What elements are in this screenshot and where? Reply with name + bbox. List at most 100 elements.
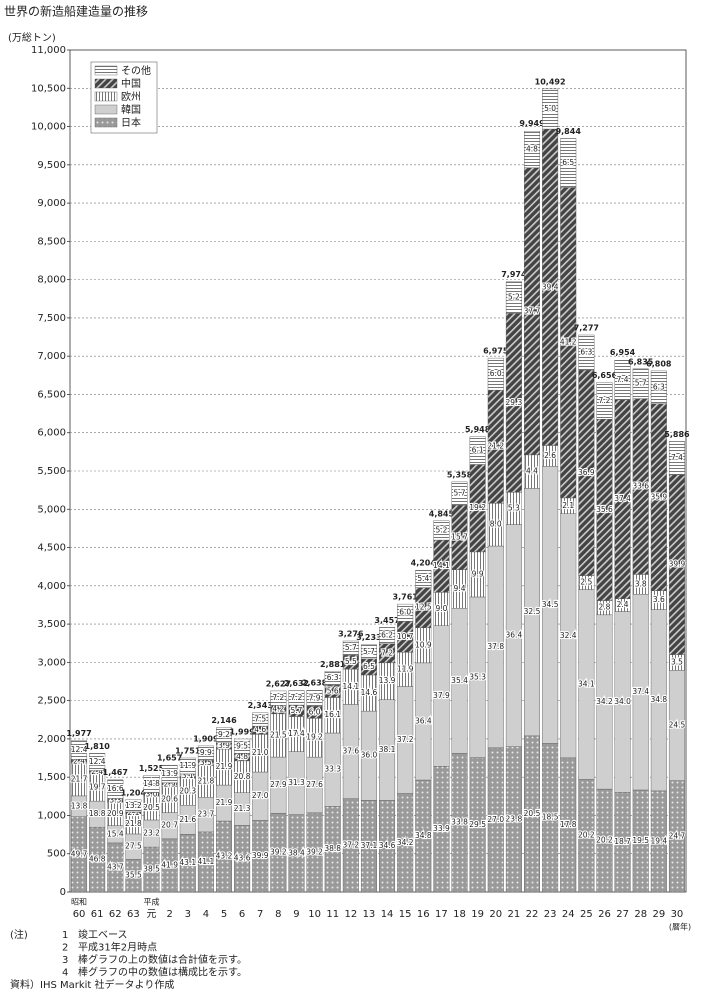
segment-label: 21.6 <box>179 815 196 824</box>
x-tick-label: 17 <box>435 909 448 920</box>
bar-segment <box>143 775 160 793</box>
x-tick-label: 4 <box>203 909 209 920</box>
segment-label: 9.9 <box>472 569 484 578</box>
total-label: 5,948 <box>465 425 491 434</box>
segment-label: 4.4 <box>526 467 538 476</box>
y-tick-label: 5,500 <box>37 466 66 477</box>
segment-label: 5.2 <box>508 292 520 301</box>
bar-segment <box>560 138 577 188</box>
segment-label: 41.9 <box>161 860 178 869</box>
total-label: 2,638 <box>302 679 328 688</box>
segment-label: 24.7 <box>669 831 686 840</box>
segment-label: 20.6 <box>161 795 178 804</box>
bar-segment <box>89 753 106 771</box>
x-tick-label: 16 <box>417 909 430 920</box>
total-label: 1,204 <box>121 788 147 797</box>
segment-label: 43.7 <box>107 862 124 871</box>
segment-label: 37.1 <box>361 841 378 850</box>
segment-label: 17.8 <box>560 820 577 829</box>
segment-label: 7.4 <box>617 375 629 384</box>
bar-segment <box>415 570 432 588</box>
segment-label: 21.2 <box>487 442 504 451</box>
segment-label: 20.3 <box>179 787 196 796</box>
legend-swatch <box>94 117 118 128</box>
segment-label: 7.2 <box>381 648 393 657</box>
y-tick-label: 3,000 <box>37 657 66 668</box>
segment-label: 7.4 <box>671 453 683 462</box>
segment-label: 29.3 <box>506 398 523 407</box>
x-tick-label: 61 <box>91 909 104 920</box>
segment-label: 5.7 <box>291 706 303 715</box>
x-tick-label: 21 <box>508 909 521 920</box>
bar-segment <box>234 738 251 754</box>
total-label: 5,358 <box>447 470 473 479</box>
segment-label: 2.8 <box>599 603 611 612</box>
segment-label: 6.0 <box>309 707 321 716</box>
segment-label: 16.1 <box>324 710 341 719</box>
total-label: 1,977 <box>66 729 91 738</box>
total-label: 4,204 <box>411 559 437 568</box>
bar-segment <box>197 745 214 761</box>
y-tick-label: 9,500 <box>37 160 66 171</box>
segment-label: 43.6 <box>234 854 251 863</box>
note-text: 棒グラフの中の数値は構成比を示す。 <box>78 966 247 979</box>
bar-segment <box>487 357 504 391</box>
total-label: 1,999 <box>229 727 255 736</box>
segment-label: 38.8 <box>324 844 341 853</box>
segment-label: 13.9 <box>379 676 396 685</box>
segment-label: 37.2 <box>397 735 414 744</box>
x-tick-label: 2 <box>166 909 172 920</box>
x-tick-label: 13 <box>363 909 376 920</box>
x-tick-label: 22 <box>526 909 539 920</box>
segment-label: 32.4 <box>560 631 577 640</box>
segment-label: 3.9 <box>218 741 230 750</box>
bar-segment <box>107 779 124 799</box>
segment-label: 4.8 <box>526 144 538 153</box>
x-tick-label: 20 <box>489 909 502 920</box>
total-label: 3,276 <box>338 630 364 639</box>
y-tick-label: 6,000 <box>37 428 66 439</box>
segment-label: 18.5 <box>542 813 559 822</box>
segment-label: 9.2 <box>218 730 230 739</box>
segment-label: 20.8 <box>234 772 251 781</box>
total-label: 1,909 <box>193 734 219 743</box>
segment-label: 6.0 <box>399 608 411 617</box>
segment-label: 27.0 <box>252 791 269 800</box>
segment-label: 17.4 <box>288 729 305 738</box>
segment-label: 3.1 <box>182 771 194 780</box>
segment-label: 37.4 <box>632 687 649 696</box>
segment-label: 34.5 <box>542 600 559 609</box>
segment-label: 2.4 <box>91 767 103 776</box>
segment-label: 35.9 <box>650 492 667 501</box>
segment-label: 31.3 <box>288 778 305 787</box>
x-tick-label: 14 <box>381 909 394 920</box>
bar-segment <box>216 727 232 743</box>
bar-segment <box>342 640 359 656</box>
segment-label: 6.5 <box>562 158 574 167</box>
segment-label: 41.2 <box>560 338 577 347</box>
segment-label: 13.9 <box>161 769 178 778</box>
bar-segment <box>596 382 613 420</box>
segment-label: 5.0 <box>544 104 556 113</box>
bar-segment <box>324 671 341 686</box>
total-label: 6,656 <box>592 371 618 380</box>
total-label: 10,492 <box>535 77 566 86</box>
segment-label: 35.3 <box>469 672 486 681</box>
bar-segment <box>360 644 377 660</box>
legend-swatch <box>94 91 118 102</box>
segment-label: 37.9 <box>433 691 450 700</box>
segment-label: 36.0 <box>361 751 378 760</box>
y-tick-label: 4,500 <box>37 543 66 554</box>
segment-label: 21.0 <box>252 748 269 757</box>
segment-label: 21.5 <box>270 730 287 739</box>
segment-label: 6.3 <box>653 382 665 391</box>
segment-label: 33.8 <box>451 818 468 827</box>
segment-label: 20.2 <box>578 831 595 840</box>
bar-segment <box>469 436 486 465</box>
segment-label: 15.4 <box>107 829 124 838</box>
x-tick-label: 5 <box>221 909 227 920</box>
bar-segment <box>451 481 468 506</box>
segment-label: 5.4 <box>417 574 429 583</box>
segment-label: 19.7 <box>89 782 106 791</box>
y-tick-label: 4,000 <box>37 581 66 592</box>
